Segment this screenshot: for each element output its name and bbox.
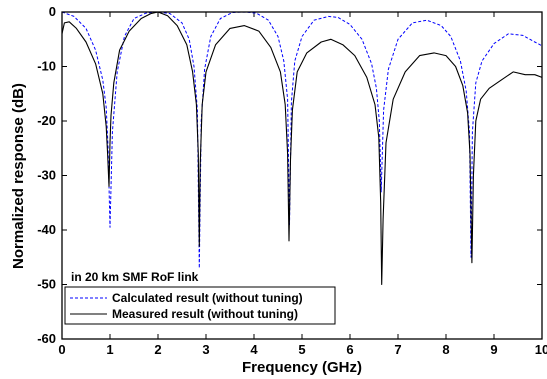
x-tick-label: 4 xyxy=(250,342,258,357)
x-tick-label: 2 xyxy=(154,342,161,357)
y-tick-label: 0 xyxy=(49,4,56,19)
plot-frame xyxy=(61,11,543,340)
series-line-calculated xyxy=(61,11,543,269)
x-tick-label: 9 xyxy=(490,342,497,357)
x-tick-label: 0 xyxy=(58,342,65,357)
x-tick-label: 10 xyxy=(535,342,547,357)
series-line-measured xyxy=(61,11,543,286)
y-tick-label: -30 xyxy=(37,168,56,183)
y-tick-label: -60 xyxy=(37,331,56,346)
x-tick-label: 7 xyxy=(394,342,401,357)
x-tick-label: 6 xyxy=(346,342,353,357)
series-layer xyxy=(61,11,543,286)
legend-box xyxy=(64,286,336,325)
y-axis-title: Normalized response (dB) xyxy=(10,83,27,269)
x-tick-label: 1 xyxy=(106,342,113,357)
x-tick-label: 3 xyxy=(202,342,209,357)
legend-label-measured: Measured result (without tuning) xyxy=(112,307,298,321)
y-tick-label: -40 xyxy=(37,222,56,237)
legend: in 20 km SMF RoF link Calculated result … xyxy=(64,270,336,325)
y-tick-label: -10 xyxy=(37,59,56,74)
x-axis-title: Frequency (GHz) xyxy=(242,359,362,376)
x-tick-label: 8 xyxy=(442,342,449,357)
x-tick-label: 5 xyxy=(298,342,305,357)
y-tick-label: -20 xyxy=(37,113,56,128)
tick-labels: 0 1 2 3 4 5 6 7 8 9 10 0 -10 -20 -30 -40 -50 -60 xyxy=(37,4,547,357)
legend-title: in 20 km SMF RoF link xyxy=(71,270,199,284)
legend-label-calculated: Calculated result (without tuning) xyxy=(112,291,303,305)
y-tick-label: -50 xyxy=(37,277,56,292)
